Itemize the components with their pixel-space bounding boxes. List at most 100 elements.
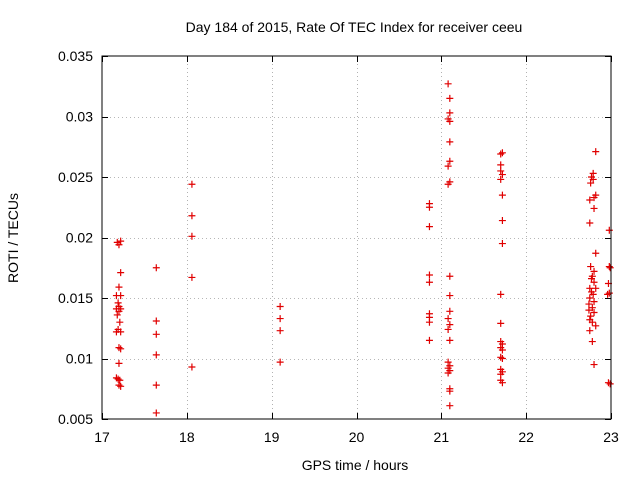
grid [102,56,611,419]
y-tick-label: 0.015 [58,290,93,306]
data-point [498,171,506,179]
x-tick-label: 17 [94,429,110,445]
data-point [446,387,454,395]
data-point [587,312,595,320]
plot-frame [101,55,612,420]
data-point [276,327,284,335]
x-tick-label: 21 [434,429,450,445]
data-point [592,322,600,330]
data-point [188,180,196,188]
data-point [586,294,594,302]
data-point [444,358,452,366]
y-tick-label: 0.035 [58,48,93,64]
data-point [497,175,505,183]
data-point [592,284,600,292]
data-point [115,359,123,367]
data-point [497,370,505,378]
data-point [586,219,594,227]
y-tick-labels: 0.005 0.01 0.015 0.02 0.025 0.03 0.035 [58,48,93,427]
data-point [446,157,454,165]
data-point [117,382,125,390]
data-point [498,149,506,157]
data-point [425,318,433,326]
data-point [498,355,506,362]
data-point [152,264,160,272]
data-point [497,150,505,158]
data-point [444,80,452,88]
data-point [590,204,598,212]
data-point [188,363,196,371]
data-point [498,217,506,225]
data-point [498,240,506,248]
data-point [425,203,433,211]
data-point [114,299,122,307]
data-point [497,319,505,327]
data-point [586,327,594,335]
data-point [444,325,452,333]
data-point [116,318,124,326]
data-point [604,290,612,298]
data-point [115,344,123,352]
data-point [152,351,160,359]
data-point [498,191,506,199]
data-point [585,300,593,308]
data-point [587,263,595,271]
data-point [446,402,454,410]
data-point [589,175,597,183]
data-point [117,269,125,277]
x-tick-label: 23 [603,429,619,445]
data-point [152,409,160,417]
data-point [444,369,452,377]
data-point [188,273,196,281]
data-point [498,346,506,354]
data-point [586,196,594,204]
data-point [446,272,454,280]
data-point [590,361,598,369]
x-tick-label: 19 [264,429,280,445]
data-point [585,306,593,314]
data-point [586,284,594,292]
data-point [115,241,123,249]
data-point [446,307,454,315]
data-point [276,315,284,323]
data-point [592,249,600,257]
y-tick-label: 0.03 [66,109,93,125]
data-point [115,307,123,315]
x-tick-label: 20 [349,429,365,445]
data-point [446,94,454,102]
y-tick-label: 0.025 [58,169,93,185]
data-point [117,237,125,245]
data-point [590,267,598,275]
data-point [114,375,122,383]
data-point [425,336,433,344]
data-point [446,336,454,344]
data-point [497,353,505,361]
data-point [589,290,597,298]
data-point [446,321,454,329]
data-point [587,275,595,283]
data-points [112,80,614,417]
data-point [590,278,598,286]
data-point [587,179,595,187]
y-tick-label: 0.005 [58,411,93,427]
data-point [444,180,452,188]
data-point [152,330,160,338]
data-point [498,340,506,348]
data-point [446,117,454,125]
data-point [446,138,454,146]
chart-title: Day 184 of 2015, Rate Of TEC Index for r… [186,19,523,35]
y-tick-label: 0.01 [66,351,93,367]
data-point [605,226,613,234]
data-point [444,315,452,323]
data-point [152,381,160,389]
data-point [590,309,598,317]
x-axis-title: GPS time / hours [302,457,409,473]
data-point [276,302,284,310]
data-point [276,358,284,366]
data-point [444,162,452,170]
data-point [117,345,125,353]
data-point [588,318,596,326]
x-tick-labels: 17 18 19 20 21 22 23 [94,429,619,445]
